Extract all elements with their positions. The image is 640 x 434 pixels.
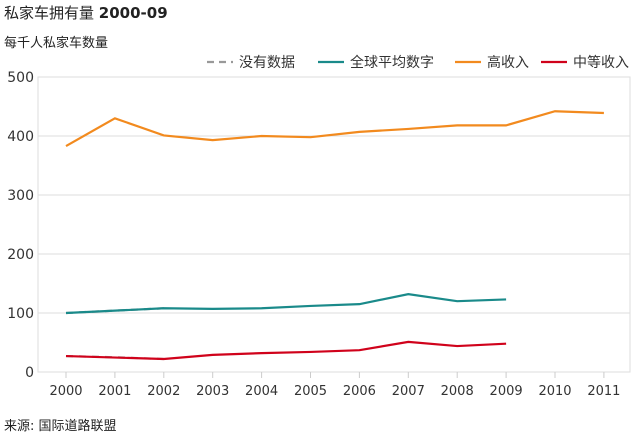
x-tick-label: 2003	[196, 384, 229, 399]
plot-frame	[37, 76, 631, 373]
y-tick-label: 500	[7, 70, 34, 86]
series-line	[65, 293, 507, 315]
series-line	[65, 110, 604, 147]
x-tick-label: 2000	[49, 384, 82, 399]
x-tick-label: 2005	[294, 384, 327, 399]
chart-title: 私家车拥有量 2000-09	[4, 4, 168, 22]
series-line	[65, 340, 507, 361]
x-tick-label: 2009	[490, 384, 523, 399]
legend-label: 高收入	[487, 54, 529, 71]
x-tick-label: 2002	[147, 384, 180, 399]
x-tick-label: 2011	[587, 384, 620, 399]
y-tick-label: 200	[7, 247, 34, 263]
legend-label: 中等收入	[573, 54, 629, 71]
y-tick-label: 0	[25, 365, 34, 381]
x-tick-label: 2001	[98, 384, 131, 399]
y-tick-label: 400	[7, 129, 34, 145]
y-tick-label: 100	[7, 306, 34, 322]
legend-label: 全球平均数字	[350, 54, 434, 71]
y-tick-label: 300	[7, 188, 34, 204]
x-tick-label: 2010	[538, 384, 571, 399]
x-tick-label: 2008	[441, 384, 474, 399]
x-tick-label: 2004	[245, 384, 278, 399]
x-tick-label: 2007	[392, 384, 425, 399]
chart-source: 来源: 国际道路联盟	[4, 419, 117, 434]
legend-label: 没有数据	[239, 55, 295, 71]
chart-subtitle: 每千人私家车数量	[4, 36, 109, 51]
x-tick-label: 2006	[343, 384, 376, 399]
